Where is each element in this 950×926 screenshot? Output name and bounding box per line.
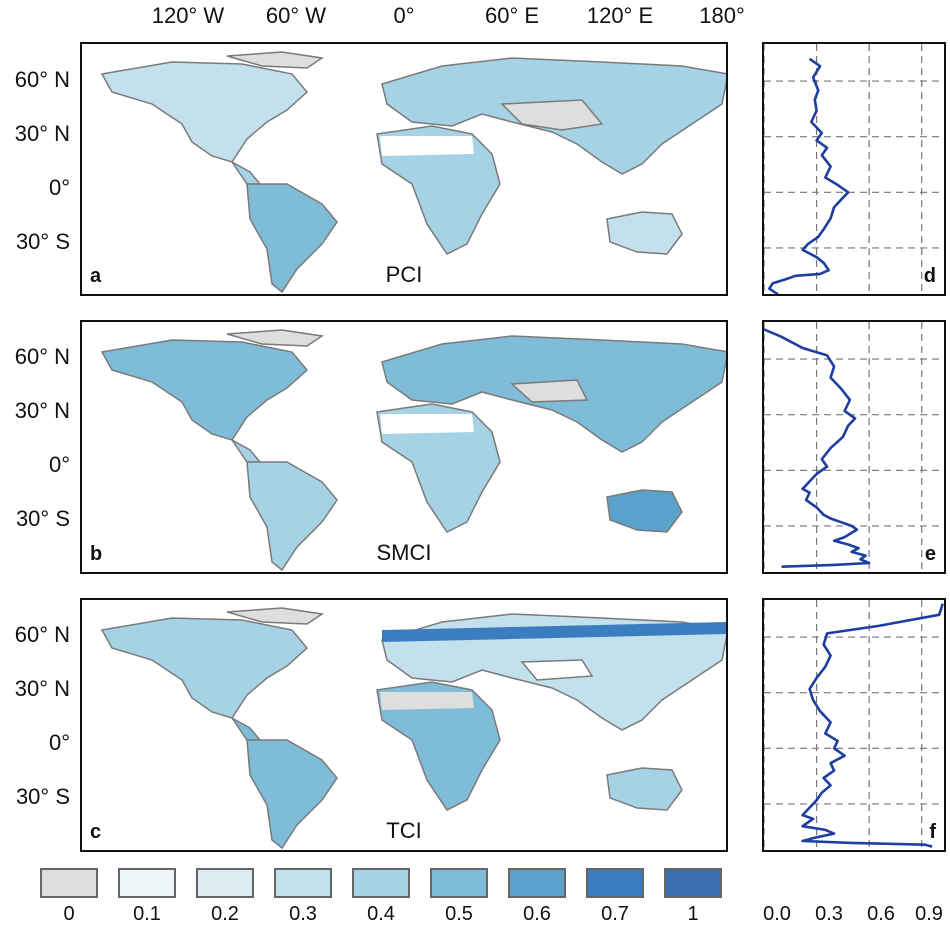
land-eurasia — [381, 57, 726, 175]
world-map-smci — [100, 329, 726, 572]
lon-label-0: 0° — [393, 3, 415, 28]
legend-label-4: 0.4 — [367, 903, 395, 925]
lat-label-0: 0° — [48, 730, 70, 755]
legend-label-8: 1 — [687, 903, 699, 925]
legend-label-2: 0.2 — [211, 903, 239, 925]
world-map-tci — [100, 607, 726, 850]
panel-tag-a: a — [90, 265, 102, 287]
land-south-america — [246, 183, 338, 294]
land-africa — [376, 125, 501, 255]
legend-swatch-0 — [40, 868, 98, 898]
lat-label-60n: 60° N — [14, 67, 70, 92]
panel-tag-e: e — [924, 543, 936, 565]
profile-chart-d — [764, 44, 944, 294]
land-north-america — [100, 51, 325, 185]
legend-label-7: 0.7 — [601, 903, 629, 925]
lat-label-60n: 60° N — [14, 344, 70, 369]
panel-tag-b: b — [90, 543, 103, 565]
lon-label-60e: 60° E — [484, 3, 540, 28]
legend-label-5: 0.5 — [445, 903, 473, 925]
land-eurasia — [381, 335, 726, 453]
legend-swatch-2 — [196, 868, 254, 898]
legend-label-0: 0 — [63, 903, 75, 925]
index-name-pci: PCI — [385, 262, 423, 287]
profile-x-tick-0: 0.0 — [763, 903, 791, 925]
lat-label-30n: 30° N — [14, 676, 70, 701]
lat-label-30s: 30° S — [15, 506, 70, 531]
legend-swatch-8 — [664, 868, 722, 898]
profile-panel-d: d — [762, 42, 946, 296]
land-north-america — [100, 329, 325, 463]
profile-panel-f: f — [762, 598, 946, 852]
lon-label-120w: 120° W — [151, 3, 225, 28]
legend-label-1: 0.1 — [133, 903, 161, 925]
lon-label-180: 180° — [699, 3, 745, 28]
profile-chart-f — [764, 600, 944, 850]
panel-tag-f: f — [929, 821, 936, 843]
lon-label-120e: 120° E — [586, 3, 654, 28]
index-name-tci: TCI — [386, 818, 422, 843]
lat-label-30s: 30° S — [15, 784, 70, 809]
lon-label-60w: 60° W — [265, 3, 327, 28]
profile-line-e — [764, 328, 871, 568]
world-map-pci — [100, 51, 726, 294]
profile-x-tick-2: 0.6 — [867, 903, 895, 925]
lat-label-30s: 30° S — [15, 229, 70, 254]
legend-swatch-4 — [352, 868, 410, 898]
legend-swatch-6 — [508, 868, 566, 898]
profile-line-f — [801, 603, 944, 848]
land-africa — [376, 681, 501, 811]
lat-label-0: 0° — [48, 452, 70, 477]
panel-tag-c: c — [90, 821, 102, 843]
land-south-america — [246, 461, 338, 572]
legend-label-3: 0.3 — [289, 903, 317, 925]
index-name-smci: SMCI — [376, 540, 432, 565]
lat-label-60n: 60° N — [14, 622, 70, 647]
land-australia — [606, 211, 683, 255]
land-south-america — [246, 739, 338, 850]
profile-x-tick-1: 0.3 — [815, 903, 843, 925]
map-panel-b: b SMCI — [80, 320, 728, 574]
profile-x-tick-3: 0.9 — [915, 903, 943, 925]
legend-label-6: 0.6 — [523, 903, 551, 925]
land-africa — [376, 403, 501, 533]
lat-label-30n: 30° N — [14, 398, 70, 423]
legend-swatch-7 — [586, 868, 644, 898]
profile-chart-e — [764, 322, 944, 572]
map-panel-a: a PCI — [80, 42, 728, 296]
profile-line-d — [768, 57, 850, 294]
lat-label-30n: 30° N — [14, 121, 70, 146]
land-australia — [606, 767, 683, 811]
legend-swatch-3 — [274, 868, 332, 898]
legend-swatch-1 — [118, 868, 176, 898]
land-australia — [606, 489, 683, 533]
panel-tag-d: d — [923, 265, 936, 287]
land-eurasia — [381, 613, 726, 731]
lat-label-0: 0° — [48, 175, 70, 200]
legend-swatch-5 — [430, 868, 488, 898]
map-panel-c: c TCI — [80, 598, 728, 852]
land-north-america — [100, 607, 325, 741]
profile-panel-e: e — [762, 320, 946, 574]
